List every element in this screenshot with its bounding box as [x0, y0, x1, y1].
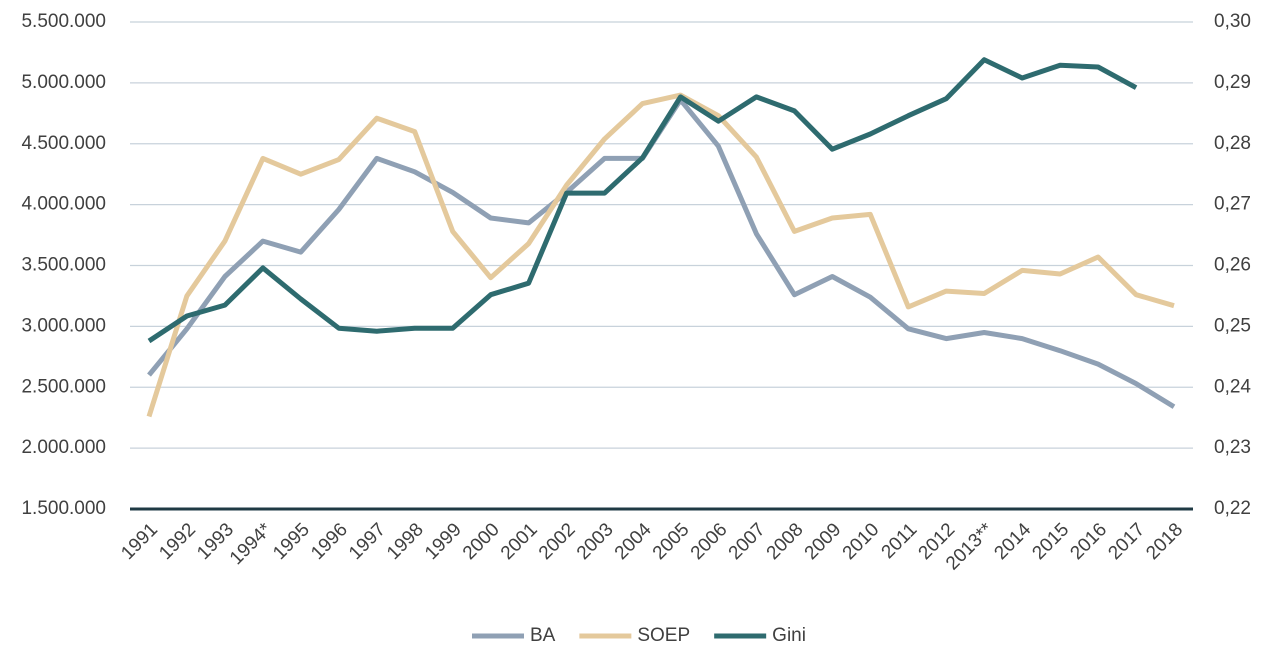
x-tick-label: 2014 [990, 519, 1035, 564]
x-tick-label: 2010 [839, 519, 884, 564]
y2-tick-label: 0,30 [1214, 11, 1251, 32]
legend-label: SOEP [637, 625, 690, 646]
x-tick-label: 2005 [649, 519, 694, 564]
x-tick-label: 2006 [687, 519, 732, 564]
x-tick-label: 1992 [155, 519, 200, 564]
x-tick-label: 2008 [763, 519, 808, 564]
x-tick-label: 2002 [535, 519, 580, 564]
x-tick-label: 2018 [1142, 519, 1187, 564]
y-tick-label: 3.000.000 [21, 315, 106, 336]
x-tick-label: 2001 [497, 519, 542, 564]
legend-label: BA [530, 625, 556, 646]
series-line [146, 92, 1175, 418]
x-tick-label: 2000 [459, 519, 504, 564]
x-tick-label: 2003 [573, 519, 618, 564]
series-line [147, 57, 1138, 344]
y2-tick-label: 0,28 [1214, 133, 1251, 154]
x-tick-label: 2016 [1066, 519, 1111, 564]
y2-tick-label: 0,29 [1214, 72, 1251, 93]
x-tick-label: 2009 [801, 519, 846, 564]
y2-tick-label: 0,26 [1214, 255, 1251, 276]
y-tick-label: 5.000.000 [21, 72, 106, 93]
y-tick-label: 5.500.000 [21, 11, 106, 32]
x-tick-label: 2011 [878, 519, 922, 563]
series-line [147, 97, 1176, 409]
y-tick-label: 1.500.000 [21, 498, 106, 519]
y-tick-label: 4.000.000 [21, 194, 106, 215]
x-tick-label: 2015 [1028, 519, 1073, 564]
x-tick-label: 2004 [611, 519, 656, 564]
y-tick-label: 3.500.000 [21, 255, 106, 276]
x-tick-label: 1997 [345, 519, 390, 564]
x-tick-label: 1998 [383, 519, 428, 564]
x-tick-label: 1995 [269, 519, 314, 564]
y2-tick-label: 0,22 [1214, 498, 1251, 519]
y-tick-label: 2.500.000 [21, 376, 106, 397]
x-tick-label: 2007 [725, 519, 770, 564]
x-tick-label: 1991 [117, 519, 162, 564]
y-tick-label: 4.500.000 [21, 133, 106, 154]
x-tick-label: 1996 [307, 519, 352, 564]
x-tick-label: 1994* [226, 519, 276, 569]
y2-tick-label: 0,23 [1214, 437, 1251, 458]
y-tick-label: 2.000.000 [21, 437, 106, 458]
x-tick-label: 2017 [1104, 519, 1149, 564]
y2-tick-label: 0,24 [1214, 376, 1251, 397]
x-tick-label: 1999 [421, 519, 466, 564]
y2-tick-label: 0,25 [1214, 315, 1251, 336]
legend-label: Gini [772, 625, 806, 646]
y2-tick-label: 0,27 [1214, 194, 1251, 215]
